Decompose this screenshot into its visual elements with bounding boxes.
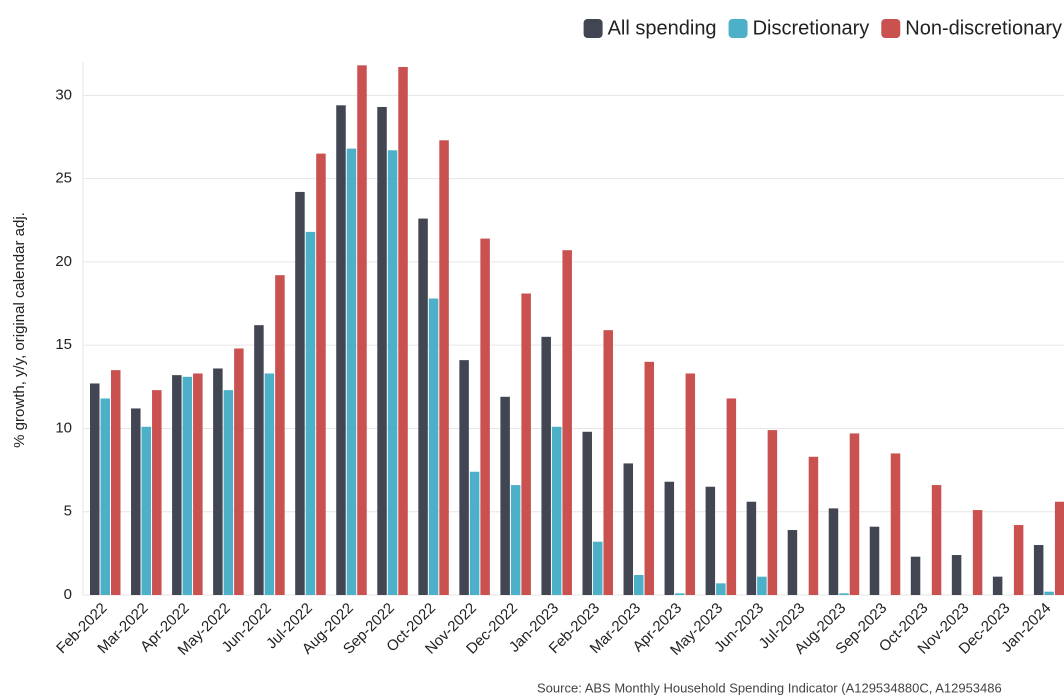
bar	[1044, 591, 1054, 595]
y-tick-label: 10	[55, 419, 72, 436]
y-tick-label: 25	[55, 170, 72, 187]
bar	[592, 541, 603, 595]
bar	[152, 390, 162, 595]
bar	[469, 471, 480, 595]
y-tick-label: 5	[64, 503, 72, 520]
bar	[685, 373, 696, 595]
legend-label: Discretionary	[753, 17, 870, 39]
bar	[634, 575, 644, 595]
bar	[510, 485, 521, 595]
legend: Non-discretionary Discretionary All spendi…	[583, 17, 1062, 39]
bar	[254, 325, 264, 595]
bar	[305, 231, 316, 596]
bar	[972, 510, 983, 595]
bar	[346, 148, 357, 596]
bar	[316, 153, 326, 595]
bar	[131, 408, 141, 595]
legend-label: All spending	[608, 17, 717, 39]
bar	[675, 593, 685, 595]
bar	[439, 140, 449, 596]
bar	[459, 360, 469, 595]
source-note: Source: ABS Monthly Household Spending I…	[537, 680, 1002, 695]
bar	[726, 398, 737, 595]
bar	[521, 293, 531, 595]
bar	[1054, 501, 1064, 595]
bar	[1033, 545, 1044, 595]
bar	[951, 555, 962, 595]
bar	[890, 453, 901, 595]
bar	[1013, 525, 1024, 595]
bar	[716, 583, 726, 595]
legend-label: Non-discretionary	[905, 17, 1062, 39]
bar	[767, 430, 778, 595]
bar	[787, 530, 798, 595]
bar	[931, 485, 942, 595]
bar	[562, 250, 572, 595]
bar	[910, 556, 921, 595]
bar	[603, 330, 613, 595]
bar	[295, 191, 305, 595]
bar	[551, 426, 562, 595]
bar	[275, 275, 285, 595]
bar	[182, 376, 193, 595]
bar	[849, 433, 860, 595]
bar	[387, 150, 398, 595]
bar	[582, 431, 592, 595]
legend-swatch	[881, 19, 901, 38]
bar	[234, 348, 244, 595]
bar	[213, 368, 223, 595]
bar	[141, 426, 152, 595]
bar	[418, 218, 428, 595]
bar	[111, 370, 121, 595]
bar	[90, 383, 100, 595]
bar	[644, 361, 655, 595]
bar	[808, 456, 819, 595]
bar	[664, 481, 675, 595]
bar	[541, 336, 551, 595]
bar	[746, 501, 757, 595]
bar	[869, 526, 880, 595]
bar	[264, 373, 275, 595]
legend-swatch	[728, 19, 748, 38]
bar	[336, 105, 346, 596]
legend-swatch	[583, 19, 603, 38]
bar	[377, 106, 387, 596]
bar	[623, 463, 634, 595]
bar	[398, 66, 408, 595]
bar	[193, 373, 203, 595]
bar	[828, 508, 839, 595]
y-axis-label: % growth, y/y, original calendar adj.	[11, 212, 28, 448]
bar	[705, 486, 716, 595]
bar	[839, 593, 849, 595]
bar	[357, 65, 367, 596]
bar	[992, 576, 1003, 595]
bar	[100, 398, 110, 595]
bar	[480, 238, 490, 595]
y-tick-label: 0	[64, 586, 72, 603]
bar	[428, 298, 439, 595]
bar	[757, 576, 767, 595]
bar	[172, 375, 182, 595]
bar	[500, 396, 510, 595]
y-tick-label: 20	[55, 253, 72, 270]
y-tick-label: 15	[55, 336, 72, 353]
y-tick-label: 30	[55, 86, 72, 103]
bar	[223, 390, 234, 595]
